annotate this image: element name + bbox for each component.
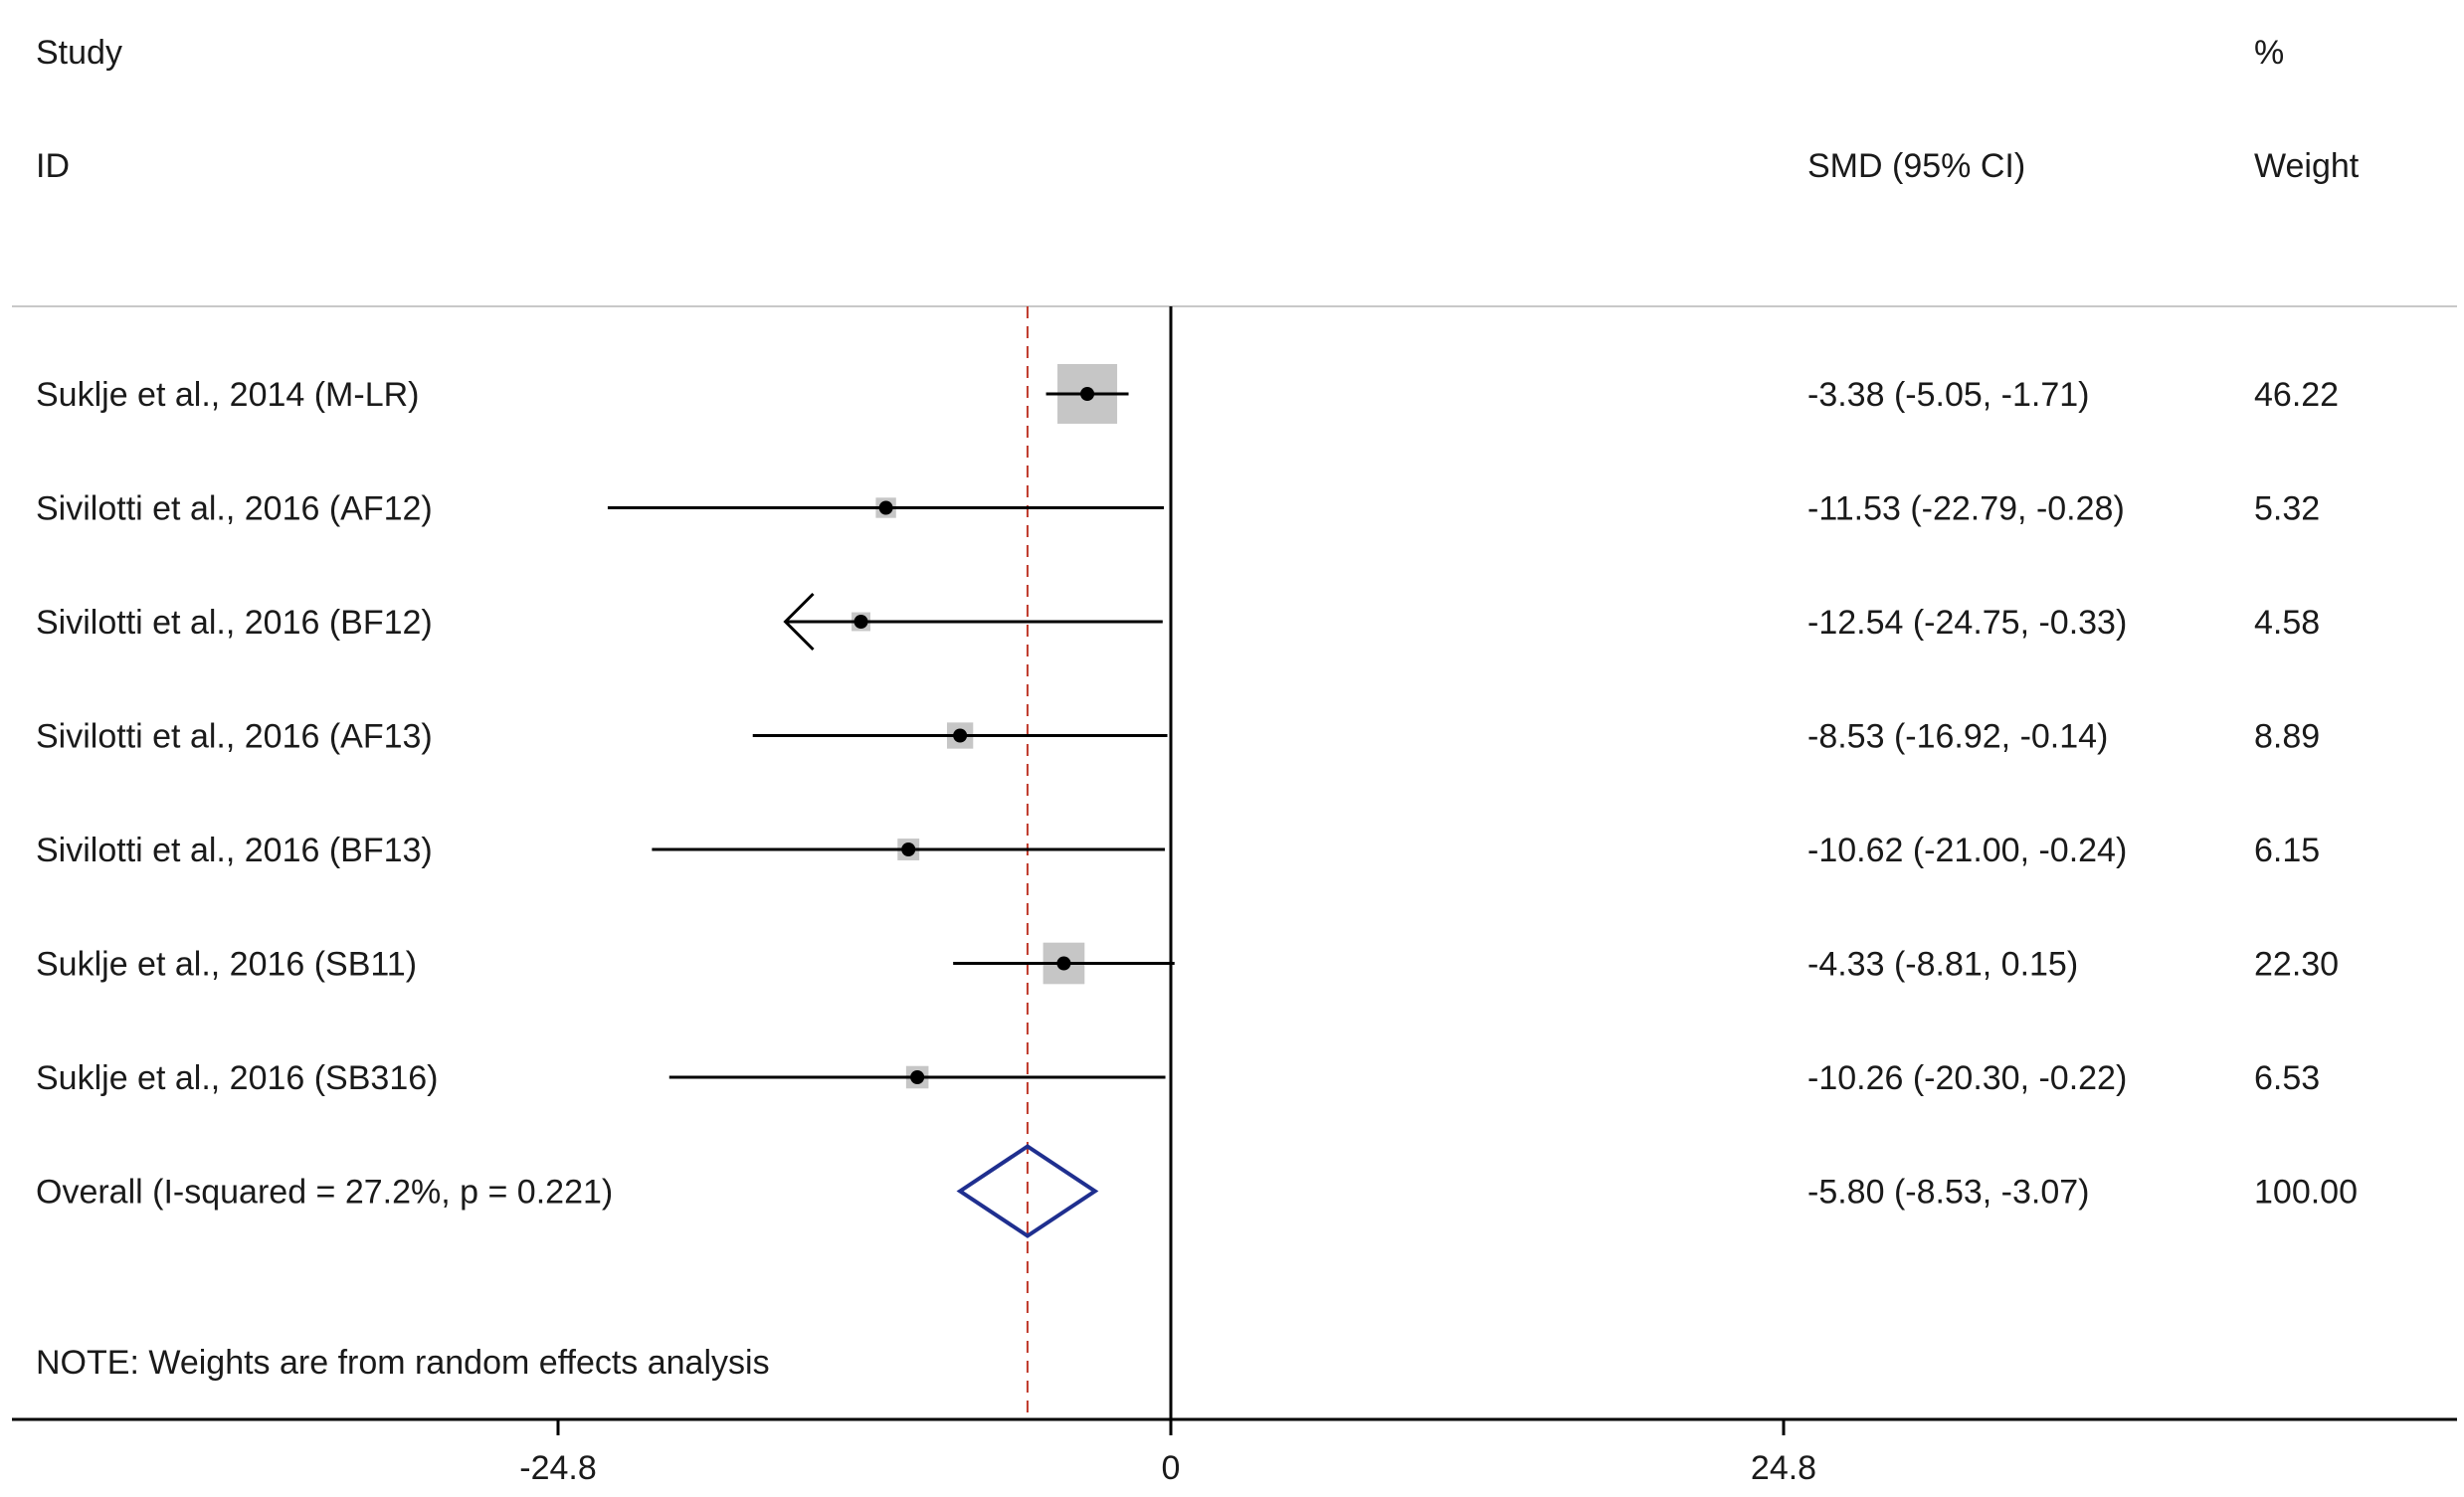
study-ci-text: -10.62 (-21.00, -0.24) xyxy=(1807,832,2127,869)
study-label: Suklje et al., 2016 (SB316) xyxy=(36,1059,438,1097)
header-study: Study xyxy=(36,34,122,72)
x-tick-label: 24.8 xyxy=(1751,1449,1816,1487)
study-point-estimate xyxy=(853,615,868,629)
header-id: ID xyxy=(36,147,70,185)
study-label: Sivilotti et al., 2016 (BF12) xyxy=(36,604,433,642)
study-point-estimate xyxy=(878,500,893,515)
study-weight-text: 8.89 xyxy=(2254,718,2320,756)
overall-weight-text: 100.00 xyxy=(2254,1174,2358,1212)
overall-ci-text: -5.80 (-8.53, -3.07) xyxy=(1807,1174,2089,1212)
plot-marks: Suklje et al., 2014 (M-LR) -3.38 (-5.05, … xyxy=(12,306,2457,1487)
study-ci-text: -11.53 (-22.79, -0.28) xyxy=(1807,490,2125,528)
study-ci-text: -8.53 (-16.92, -0.14) xyxy=(1807,718,2108,756)
note-text: NOTE: Weights are from random effects an… xyxy=(36,1344,770,1382)
study-weight-text: 6.15 xyxy=(2254,832,2320,869)
overall-label: Overall (I-squared = 27.2%, p = 0.221) xyxy=(36,1174,613,1212)
study-ci-text: -10.26 (-20.30, -0.22) xyxy=(1807,1059,2127,1097)
study-label: Suklje et al., 2014 (M-LR) xyxy=(36,376,420,414)
x-tick-label: 0 xyxy=(1162,1449,1181,1487)
header-smd-ci: SMD (95% CI) xyxy=(1807,147,2025,185)
study-ci-arrow xyxy=(783,592,815,652)
study-weight-text: 46.22 xyxy=(2254,376,2339,414)
study-ci-text: -12.54 (-24.75, -0.33) xyxy=(1807,604,2127,642)
study-label: Sivilotti et al., 2016 (AF13) xyxy=(36,718,433,756)
header-percent: % xyxy=(2254,34,2284,72)
study-point-estimate xyxy=(953,728,968,743)
study-weight-text: 5.32 xyxy=(2254,490,2320,528)
study-point-estimate xyxy=(1080,387,1095,401)
study-ci-text: -3.38 (-5.05, -1.71) xyxy=(1807,376,2089,414)
study-label: Sivilotti et al., 2016 (AF12) xyxy=(36,490,433,528)
study-point-estimate xyxy=(910,1070,925,1084)
study-label: Suklje et al., 2016 (SB11) xyxy=(36,946,417,984)
study-weight-text: 4.58 xyxy=(2254,604,2320,642)
overall-diamond xyxy=(956,1144,1099,1238)
study-weight-text: 6.53 xyxy=(2254,1059,2320,1097)
x-tick-label: -24.8 xyxy=(519,1449,597,1487)
header-weight: Weight xyxy=(2254,147,2360,185)
study-label: Sivilotti et al., 2016 (BF13) xyxy=(36,832,433,869)
study-weight-text: 22.30 xyxy=(2254,946,2339,984)
study-ci-text: -4.33 (-8.81, 0.15) xyxy=(1807,946,2078,984)
study-point-estimate xyxy=(901,842,916,856)
study-point-estimate xyxy=(1056,956,1071,971)
